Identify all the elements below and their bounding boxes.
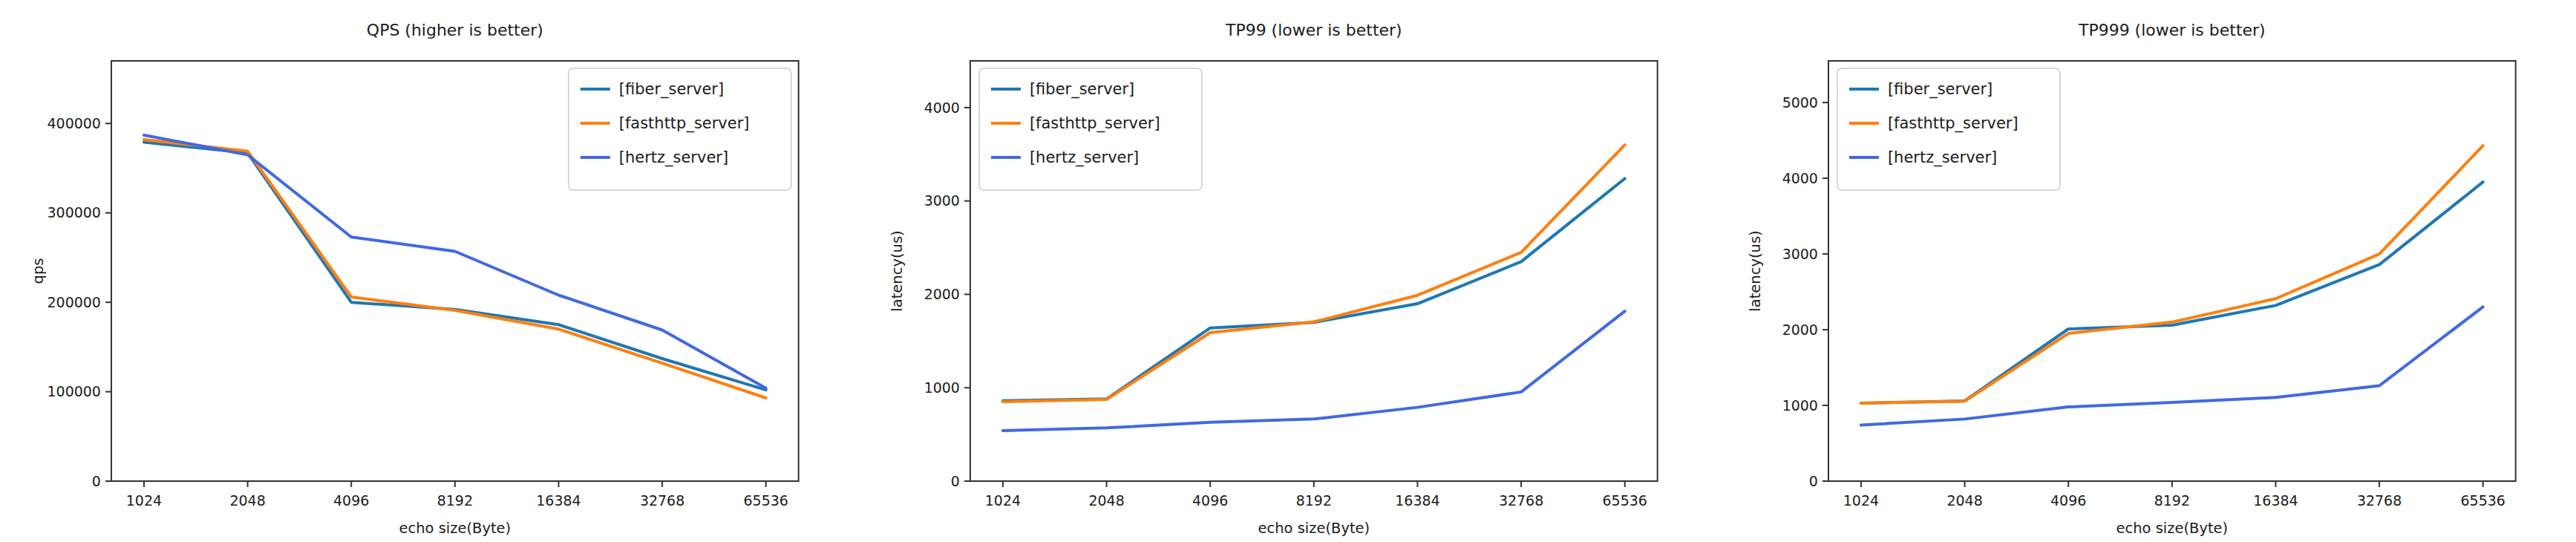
x-axis-tick-label: 2048 xyxy=(1947,492,1983,509)
benchmark-figure: 0100000200000300000400000102420484096819… xyxy=(0,0,2576,542)
y-axis-tick-label: 0 xyxy=(92,473,101,489)
y-axis-tick-label: 1000 xyxy=(923,379,959,396)
chart-title: TP99 (lower is better) xyxy=(1225,21,1402,39)
chart-canvas: 0 100000 200000 300000 400000 1024 2048 4096 819… xyxy=(0,0,859,542)
y-axis-tick-label: 4000 xyxy=(923,99,959,116)
x-axis-tick-label: 65536 xyxy=(1602,492,1647,509)
legend-item-label: [fiber_server] xyxy=(1888,80,1993,99)
legend-item-label: [fasthttp_server] xyxy=(619,114,750,133)
x-axis-tick-label: 4096 xyxy=(333,492,369,509)
x-axis-tick-label: 16384 xyxy=(536,492,581,509)
x-axis-tick-label: 32768 xyxy=(640,492,684,509)
legend-item-label: [hertz_server] xyxy=(619,148,728,167)
x-axis-tick-label: 65536 xyxy=(2461,492,2505,509)
chart-canvas: 0 1000 2000 3000 4000 5000 1024 2048 4096 8192 163… xyxy=(1717,0,2576,542)
chart-title: QPS (higher is better) xyxy=(367,21,543,39)
chart-title: TP999 (lower is better) xyxy=(2078,21,2266,39)
x-axis-tick-label: 1024 xyxy=(1843,492,1879,509)
x-axis-title: echo size(Byte) xyxy=(2116,520,2229,537)
tp999-chart: 0 1000 2000 3000 4000 5000 1024 2048 4096 8192 163… xyxy=(1717,0,2576,542)
legend-item-label: [fiber_server] xyxy=(619,80,724,99)
x-axis-tick-label: 16384 xyxy=(2254,492,2298,509)
y-axis-tick-label: 300000 xyxy=(47,204,100,221)
qps-chart: 0 100000 200000 300000 400000 1024 2048 4096 819… xyxy=(0,0,859,542)
y-axis-tick-label: 2000 xyxy=(1782,321,1818,338)
tp99-chart: 0 1000 2000 3000 4000 1024 2048 4096 8192 16384 32… xyxy=(859,0,1718,542)
y-axis-tick-label: 3000 xyxy=(923,192,959,209)
legend: [fiber_server] [fasthttp_server] [hertz_se… xyxy=(979,68,1202,190)
x-axis-tick-label: 8192 xyxy=(1295,492,1331,509)
y-axis-tick-label: 2000 xyxy=(923,286,959,302)
x-axis-tick-label: 16384 xyxy=(1395,492,1439,509)
y-axis-tick-label: 400000 xyxy=(47,115,100,131)
y-axis-tick-label: 0 xyxy=(951,473,960,489)
y-axis-tick-label: 3000 xyxy=(1782,246,1818,262)
y-axis-tick-label: 100000 xyxy=(47,383,100,399)
x-axis-tick-label: 2048 xyxy=(229,492,265,509)
y-axis-title: latency(us) xyxy=(889,230,906,311)
legend: [fiber_server] [fasthttp_server] [hertz_se… xyxy=(1837,68,2060,190)
x-axis-title: echo size(Byte) xyxy=(1258,520,1370,537)
x-axis-tick-label: 4096 xyxy=(2050,492,2086,509)
legend-item-label: [fasthttp_server] xyxy=(1030,114,1160,133)
x-axis-tick-label: 4096 xyxy=(1192,492,1228,509)
y-axis-tick-label: 1000 xyxy=(1782,397,1818,414)
x-axis-tick-label: 1024 xyxy=(984,492,1020,509)
legend-item-label: [fasthttp_server] xyxy=(1888,114,2018,133)
y-axis-title: latency(us) xyxy=(1747,230,1764,311)
legend-item-label: [fiber_server] xyxy=(1030,80,1134,99)
x-axis-tick-label: 65536 xyxy=(744,492,788,509)
y-axis-tick-label: 4000 xyxy=(1782,170,1818,186)
x-axis-tick-label: 8192 xyxy=(2154,492,2190,509)
y-axis-title: qps xyxy=(30,258,47,284)
x-axis-tick-label: 8192 xyxy=(437,492,473,509)
x-axis-tick-label: 1024 xyxy=(126,492,162,509)
legend-item-label: [hertz_server] xyxy=(1888,148,1997,167)
x-axis-title: echo size(Byte) xyxy=(399,520,511,537)
x-axis-tick-label: 2048 xyxy=(1088,492,1124,509)
chart-canvas: 0 1000 2000 3000 4000 1024 2048 4096 8192 16384 32… xyxy=(859,0,1718,542)
legend-item-label: [hertz_server] xyxy=(1030,148,1139,167)
x-axis-tick-label: 32768 xyxy=(2357,492,2402,509)
y-axis-tick-label: 200000 xyxy=(47,294,100,310)
x-axis-tick-label: 32768 xyxy=(1499,492,1543,509)
y-axis-tick-label: 5000 xyxy=(1782,94,1818,111)
y-axis-tick-label: 0 xyxy=(1809,473,1818,489)
legend: [fiber_server] [fasthttp_server] [hertz_se… xyxy=(569,68,791,190)
